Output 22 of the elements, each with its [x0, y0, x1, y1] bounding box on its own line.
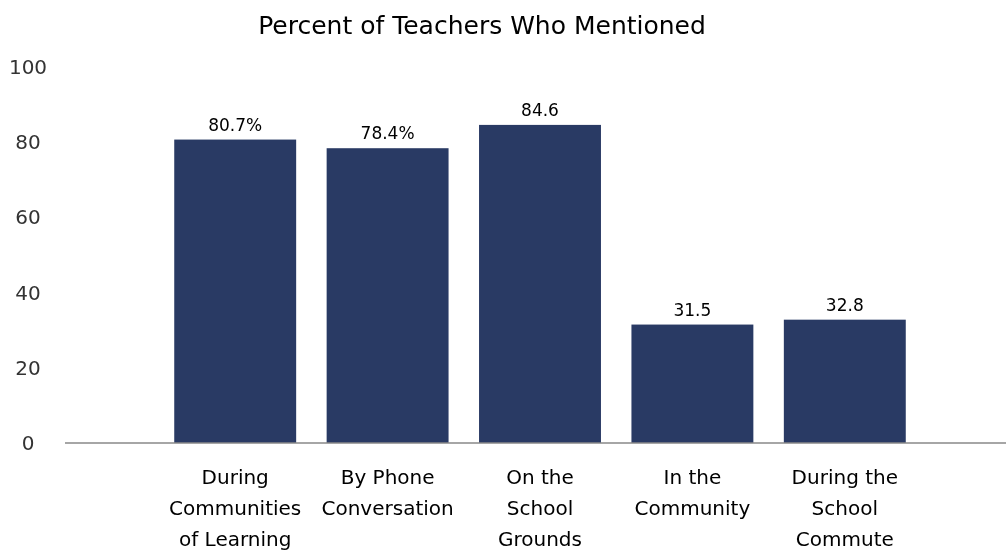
data-label: 80.7%	[208, 114, 263, 135]
x-tick-label: On the School Grounds	[498, 465, 582, 551]
data-label: 31.5	[673, 299, 712, 320]
y-tick-label: 40	[15, 280, 41, 305]
bar	[783, 319, 906, 443]
bar	[479, 124, 601, 443]
x-tick-label: During the School Commute	[791, 465, 898, 551]
chart-title: Percent of Teachers Who Mentioned	[258, 11, 706, 40]
y-tick-label: 80	[15, 130, 41, 155]
data-label: 84.6	[521, 99, 559, 120]
bar	[174, 139, 297, 443]
y-tick-label: 20	[15, 355, 41, 380]
bar	[631, 324, 754, 443]
x-tick-label: In the Community	[634, 465, 751, 520]
x-tick-label: During Communities of Learning	[169, 465, 302, 551]
y-tick-label: 60	[15, 205, 41, 230]
data-label: 78.4%	[360, 123, 415, 144]
y-tick-label: 0	[21, 431, 35, 455]
y-tick-label: 100	[8, 55, 48, 79]
x-tick-label: By Phone Conversation	[321, 465, 454, 520]
bar	[326, 148, 449, 443]
data-label: 32.8	[825, 294, 864, 315]
